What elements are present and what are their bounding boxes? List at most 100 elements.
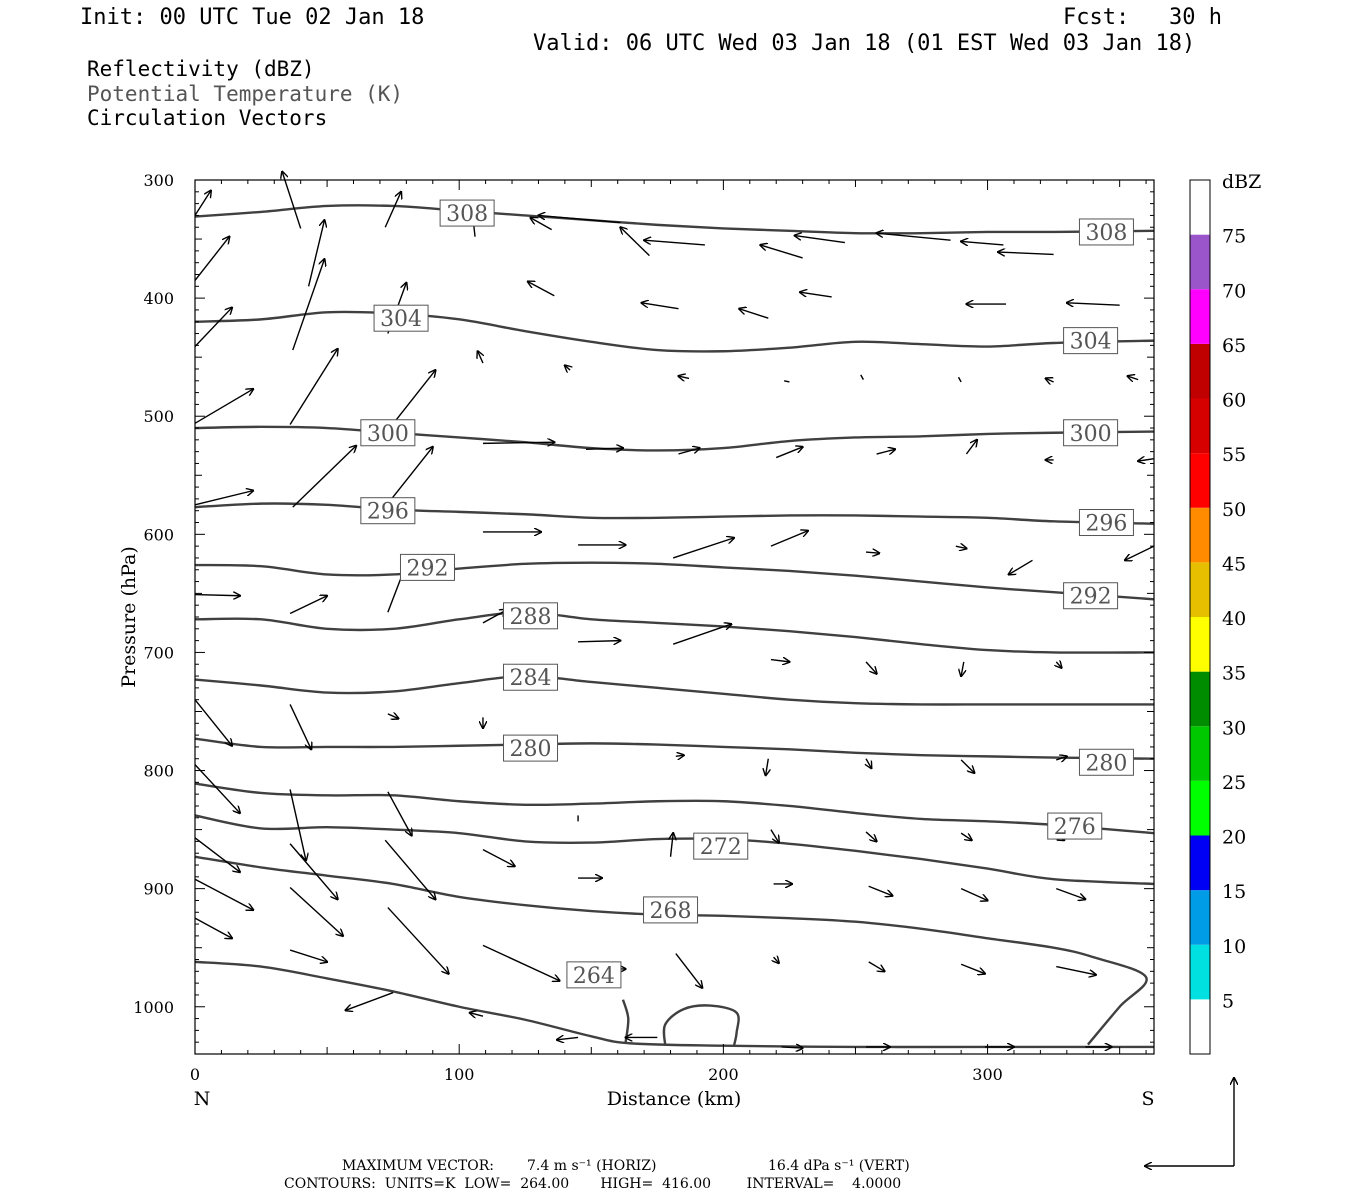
colorbar-tick-label: 20	[1222, 827, 1246, 849]
circulation-vector	[675, 755, 684, 756]
circulation-vector	[1128, 376, 1139, 380]
colorbar-title: dBZ	[1222, 171, 1261, 193]
circulation-vector	[865, 552, 879, 553]
colorbar-segment	[1190, 453, 1210, 508]
circulation-vector	[387, 714, 399, 719]
x-tick-label: 100	[444, 1065, 475, 1084]
circulation-vector	[194, 308, 232, 348]
contour-label-284: 284	[503, 663, 559, 691]
circulation-vector	[194, 389, 253, 424]
colorbar-tick-label: 55	[1222, 444, 1246, 466]
circulation-vector	[528, 282, 555, 297]
circulation-vector	[1067, 303, 1120, 305]
y-tick-label: 1000	[133, 998, 174, 1017]
colorbar-segment	[1190, 780, 1210, 836]
circulation-vector	[289, 704, 311, 749]
forecast-hour: Fcst: 30 h	[1063, 5, 1222, 30]
circulation-vector	[387, 907, 449, 974]
circulation-vector	[1125, 545, 1155, 560]
circulation-vector	[289, 886, 343, 935]
circulation-vector	[289, 789, 306, 860]
colorbar-segment	[1190, 343, 1210, 399]
circulation-vector	[289, 349, 338, 425]
circulation-vector	[868, 885, 893, 895]
svg-text:292: 292	[406, 556, 448, 581]
circulation-vector	[783, 380, 790, 383]
circulation-vector	[877, 233, 951, 241]
theta-contour-264	[662, 1004, 740, 1046]
theta-contour-296	[194, 502, 1155, 525]
circulation-vector	[766, 758, 769, 776]
contour-label-272: 272	[693, 832, 749, 860]
circulation-vector	[961, 661, 964, 676]
colorbar-frame	[1189, 179, 1211, 1055]
svg-text:284: 284	[510, 666, 552, 691]
y-tick-label: 700	[143, 643, 174, 662]
colorbar-segment	[1190, 999, 1210, 1054]
legend-potential-temperature: Potential Temperature (K)	[87, 82, 404, 106]
circulation-vector	[1056, 662, 1061, 668]
circulation-vector	[292, 446, 356, 508]
circulation-vector	[478, 351, 483, 364]
svg-text:300: 300	[1070, 422, 1112, 447]
colorbar-segment	[1190, 617, 1210, 672]
circulation-vector	[585, 448, 623, 449]
colorbar-segment	[1190, 944, 1210, 1000]
contour-label-288: 288	[503, 602, 559, 630]
contour-label-308: 308	[1078, 218, 1134, 246]
colorbar-tick-label: 25	[1222, 772, 1246, 794]
circulation-vector	[866, 758, 871, 768]
circulation-vector	[578, 641, 620, 642]
circulation-vector	[739, 309, 769, 319]
svg-text:292: 292	[1070, 585, 1112, 610]
contour-label-308: 308	[439, 199, 495, 227]
theta-contour-284	[194, 674, 1154, 706]
svg-text:264: 264	[573, 964, 615, 989]
circulation-vector	[957, 376, 962, 383]
theta-contour-304	[194, 310, 1155, 353]
circulation-vector	[965, 440, 977, 455]
colorbar-segment	[1190, 835, 1210, 891]
x-tick-label: 300	[972, 1065, 1003, 1084]
y-tick-label: 900	[143, 880, 174, 899]
y-tick-label: 300	[143, 171, 174, 190]
max-vector-label: MAXIMUM VECTOR:	[342, 1158, 494, 1174]
max-vector-horizontal: 7.4 m s⁻¹ (HORIZ)	[527, 1158, 657, 1174]
circulation-vector	[482, 849, 515, 867]
circulation-vector	[194, 491, 253, 506]
svg-text:276: 276	[1054, 815, 1096, 840]
contour-label-300: 300	[1063, 419, 1119, 447]
circulation-vector	[482, 610, 507, 624]
contour-label-264: 264	[566, 961, 622, 989]
circulation-vector	[770, 660, 789, 662]
colorbar-tick-label: 10	[1222, 936, 1246, 958]
svg-text:304: 304	[1070, 330, 1112, 355]
circulation-vector	[961, 241, 1004, 245]
init-time: Init: 00 UTC Tue 02 Jan 18	[80, 5, 425, 30]
theta-contour-276	[194, 782, 1155, 835]
x-tick-label: 200	[708, 1065, 739, 1084]
circulation-vector	[775, 447, 802, 459]
valid-time: Valid: 06 UTC Wed 03 Jan 18 (01 EST Wed …	[533, 31, 1196, 56]
circulation-vector	[760, 245, 803, 259]
colorbar-tick-label: 30	[1222, 717, 1246, 739]
theta-contour-268	[194, 855, 1148, 1046]
theta-contour-264	[194, 960, 1154, 1049]
circulation-vector	[1046, 378, 1054, 382]
svg-text:300: 300	[367, 422, 409, 447]
colorbar-tick-label: 65	[1222, 335, 1246, 357]
colorbar-segment	[1190, 671, 1210, 727]
colorbar-segment	[1190, 507, 1210, 563]
contour-label-296: 296	[360, 497, 416, 525]
circulation-vector	[194, 764, 240, 813]
circulation-vector	[289, 843, 338, 900]
circulation-vector	[194, 699, 232, 746]
theta-contour-280	[194, 737, 1155, 760]
circulation-vector	[384, 839, 435, 899]
svg-text:296: 296	[367, 500, 409, 525]
contour-info: CONTOURS: UNITS=K LOW= 264.00 HIGH= 416.…	[284, 1176, 902, 1192]
svg-text:280: 280	[510, 737, 552, 762]
circulation-vector	[865, 831, 877, 841]
theta-contour-264	[621, 999, 630, 1043]
